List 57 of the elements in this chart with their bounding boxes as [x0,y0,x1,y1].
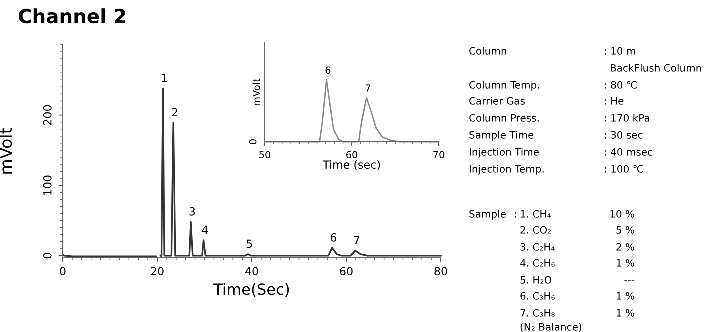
text: Carrier Gas [470,97,525,105]
text: Injection Temp. [470,165,544,175]
text: 6. C₃H₆ [520,292,555,300]
text: : 30 sec [605,131,643,139]
text: Column Temp. [470,81,540,91]
text: 1. CH₄ [521,210,551,218]
text: : 170 kPa [605,114,650,122]
y-tick-label: 200 [43,105,52,126]
annotation: 7 [366,84,370,92]
annotation: 0 [249,140,257,144]
chart-title: Channel 2 [18,8,126,24]
x-axis-title: Time(Sec) [214,283,290,297]
x-tick-label: 60 [346,151,358,159]
text: 2. CO₂ [520,226,551,234]
text: 7. C₃H₈ [520,309,555,317]
text: 4. C₂H₆ [520,259,555,267]
annotation: 5 [246,240,252,248]
x-tick-label: 80 [434,267,448,276]
text: : 80 ℃ [605,81,637,89]
text: Sample [470,210,506,220]
text: Sample Time [470,131,534,141]
y-tick-label: 100 [43,176,52,195]
text: 5. H₂O [520,276,552,284]
text: 10 % [610,210,634,218]
text: (N₂ Balance) [520,323,582,332]
x-tick-label: 60 [340,267,353,276]
text: 5 % [616,226,634,234]
text: : 40 msec [605,148,652,156]
text: 1 % [617,309,634,317]
text: 2 % [616,243,634,251]
y-axis-title: mVolt [252,78,260,106]
x-tick-label: 20 [151,267,164,276]
text: 1 % [617,292,634,300]
text: --- [624,280,635,282]
annotation: 6 [326,66,331,74]
x-tick-label: 50 [260,151,271,159]
annotation: 6 [330,233,337,242]
text: : [515,212,516,218]
text: Injection Time [470,148,539,158]
annotation: 1 [162,74,168,82]
text: 1 % [617,259,634,267]
x-tick-label: 40 [245,267,258,276]
annotation: 2 [172,108,178,117]
text: : He [605,97,624,105]
text: BackFlush Column [610,64,702,72]
text: : 100 ℃ [605,165,644,173]
x-axis-title: Time (sec) [322,160,380,170]
annotation: 3 [190,207,196,216]
text: : 10 m [605,47,636,55]
x-tick-label: 0 [60,267,66,276]
text: Column Press. [470,114,539,122]
text: 3. C₂H₄ [520,243,555,251]
annotation: 4 [202,226,208,234]
x-tick-label: 70 [434,151,445,159]
text: Column [470,47,506,55]
annotation: 7 [354,236,360,244]
y-tick-label: 0 [43,253,52,259]
